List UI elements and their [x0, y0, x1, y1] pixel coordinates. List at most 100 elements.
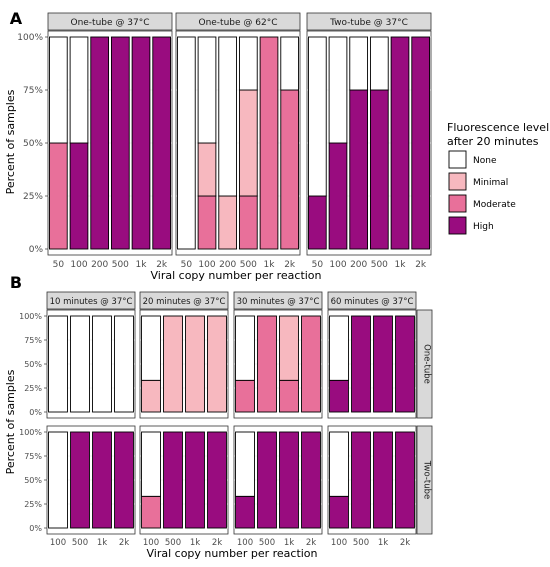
bar-segment-none [369, 36, 389, 91]
x-tick-label: 100 [50, 538, 66, 548]
x-tick-label: 1k [190, 538, 200, 548]
x-tick-label: 500 [240, 260, 257, 270]
bar-segment-minimal [141, 379, 161, 413]
bar-segment-none [329, 431, 349, 497]
y-tick-label: 75% [23, 86, 43, 96]
bar-segment-high [70, 431, 90, 529]
facet-strip-label: 10 minutes @ 37°C [50, 297, 133, 307]
bar-segment-high [351, 431, 371, 529]
bar-segment-none [48, 431, 68, 529]
legend-title: Fluorescence level [447, 121, 549, 134]
y-tick-label: 0% [29, 245, 44, 255]
x-tick-label: 1k [378, 538, 388, 548]
bar-segment-high [307, 195, 327, 250]
bar-segment-high [395, 315, 415, 413]
bar-segment-moderate [279, 379, 299, 413]
x-tick-label: 2k [119, 538, 129, 548]
bar-segment-none [307, 36, 327, 197]
y-tick-label: 25% [24, 500, 42, 509]
x-tick-label: 1k [395, 260, 407, 270]
x-tick-label: 500 [165, 538, 181, 548]
x-tick-label: 100 [331, 538, 347, 548]
bar-segment-high [185, 431, 205, 529]
bar-segment-high [131, 36, 151, 250]
facet-strip-label: 60 minutes @ 37°C [331, 297, 414, 307]
bar-segment-minimal [197, 142, 217, 197]
bar-segment-none [176, 36, 196, 250]
x-tick-label: 500 [112, 260, 129, 270]
bar-segment-none [48, 36, 68, 144]
legend-label: Minimal [473, 178, 508, 188]
x-tick-label: 50 [312, 260, 324, 270]
facet-strip [139, 291, 229, 310]
bar-segment-moderate [280, 89, 300, 250]
x-axis-title: Viral copy number per reaction [146, 547, 317, 560]
bar-segment-none [328, 36, 348, 144]
facet-strip-label: Two-tube @ 37°C [329, 18, 408, 28]
bar-segment-high [92, 431, 112, 529]
bar-segment-minimal [238, 89, 258, 197]
bar-segment-none [70, 315, 90, 413]
x-tick-label: 50 [53, 260, 65, 270]
facet-strip-label: One-tube [422, 344, 432, 384]
bar-segment-high [328, 142, 348, 250]
facet-strip-label: One-tube @ 62°C [198, 18, 277, 28]
facet-strip [47, 12, 173, 31]
bar-segment-moderate [197, 195, 217, 250]
x-tick-label: 2k [400, 538, 410, 548]
x-tick-label: 200 [91, 260, 108, 270]
x-tick-label: 1k [136, 260, 148, 270]
legend-label: High [473, 222, 494, 232]
y-tick-label: 25% [24, 384, 42, 393]
bar-segment-none [349, 36, 369, 91]
bar-segment-high [301, 431, 321, 529]
legend-label: None [473, 156, 497, 166]
y-tick-label: 50% [24, 360, 42, 369]
panel-label-a: A [10, 9, 23, 28]
x-tick-label: 1k [97, 538, 107, 548]
y-tick-label: 100% [17, 33, 43, 43]
bar-segment-high [351, 315, 371, 413]
x-tick-label: 200 [219, 260, 236, 270]
bar-segment-none [329, 315, 349, 381]
facet-strip-label: One-tube @ 37°C [70, 18, 149, 28]
facet-strip-label: Two-tube [422, 460, 432, 500]
bar-segment-none [197, 36, 217, 144]
facet-strip [175, 12, 301, 31]
bar-segment-none [235, 315, 255, 381]
y-axis-title: Percent of samples [4, 89, 17, 194]
bar-segment-high [69, 142, 89, 250]
y-tick-label: 75% [24, 452, 42, 461]
y-tick-label: 50% [24, 476, 42, 485]
x-tick-label: 2k [415, 260, 427, 270]
legend-swatch-high [448, 216, 467, 235]
x-tick-label: 500 [371, 260, 388, 270]
facet-strip [233, 291, 323, 310]
x-tick-label: 1k [264, 260, 276, 270]
bar-segment-minimal [218, 195, 238, 250]
bar-segment-high [257, 431, 277, 529]
x-tick-label: 500 [259, 538, 275, 548]
x-tick-label: 500 [72, 538, 88, 548]
bar-segment-high [373, 315, 393, 413]
facet-strip [416, 425, 433, 535]
bar-segment-moderate [235, 379, 255, 413]
x-tick-label: 1k [284, 538, 294, 548]
bar-segment-minimal [185, 315, 205, 413]
y-tick-label: 75% [24, 336, 42, 345]
x-tick-label: 2k [306, 538, 316, 548]
panel-label-b: B [10, 273, 22, 292]
x-tick-label: 100 [329, 260, 346, 270]
bar-segment-high [163, 431, 183, 529]
x-tick-label: 2k [284, 260, 296, 270]
bar-segment-none [238, 36, 258, 91]
facet-strip [46, 291, 136, 310]
x-tick-label: 200 [350, 260, 367, 270]
facet-strip-label: 20 minutes @ 37°C [143, 297, 226, 307]
x-tick-label: 2k [156, 260, 168, 270]
x-tick-label: 100 [237, 538, 253, 548]
y-tick-label: 100% [19, 312, 42, 321]
bar-segment-none [69, 36, 89, 144]
bar-segment-none [92, 315, 112, 413]
